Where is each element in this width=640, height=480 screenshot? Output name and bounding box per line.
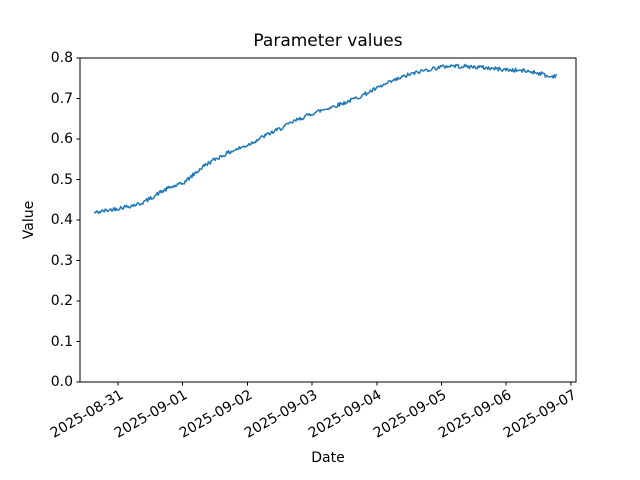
data-line [93, 63, 557, 215]
chart-title: Parameter values [253, 31, 403, 51]
x-axis-label: Date [311, 450, 345, 466]
y-tick-label: 0.4 [50, 212, 73, 228]
y-tick-label: 0.6 [50, 131, 73, 147]
y-tick-label: 0.3 [50, 252, 73, 269]
axes-frame [79, 57, 577, 383]
y-tick-label: 0.1 [50, 333, 73, 350]
y-tick-label: 0.2 [50, 293, 73, 309]
y-tick-label: 0.7 [50, 90, 73, 107]
y-tick-label: 0.0 [50, 374, 73, 390]
y-tick-label: 0.5 [50, 171, 73, 188]
y-tick-label: 0.8 [50, 50, 73, 66]
